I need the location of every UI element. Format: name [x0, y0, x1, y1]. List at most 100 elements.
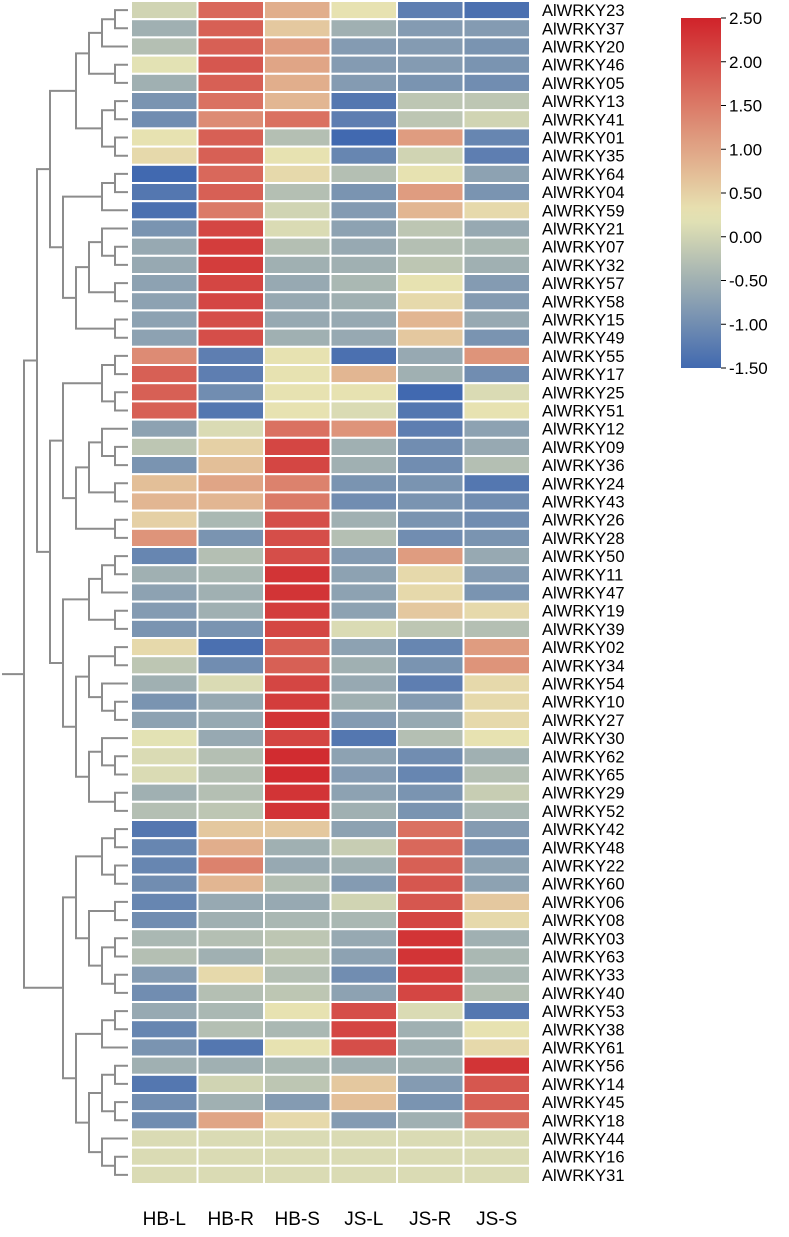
- heatmap-cell: [263, 928, 332, 949]
- heatmap-cell: [396, 1110, 465, 1131]
- heatmap-cell: [329, 1055, 398, 1076]
- heatmap-cell: [196, 200, 265, 221]
- heatmap-cell: [329, 546, 398, 567]
- heatmap-cell: [462, 145, 531, 166]
- heatmap-cell: [130, 782, 199, 803]
- dendrogram-branch: [114, 1064, 128, 1085]
- row-label: AlWRKY02: [542, 639, 625, 657]
- heatmap-cell: [396, 964, 465, 985]
- heatmap-cell: [329, 564, 398, 585]
- row-label: AlWRKY40: [542, 985, 625, 1003]
- heatmap-cell: [263, 800, 332, 821]
- heatmap-cell: [329, 1110, 398, 1131]
- heatmap-cell: [396, 709, 465, 730]
- dendrogram-branch: [114, 354, 128, 376]
- heatmap-cell: [196, 163, 265, 185]
- heatmap-cell: [196, 91, 265, 112]
- heatmap-cell: [196, 382, 265, 403]
- heatmap-cell: [396, 473, 465, 494]
- column-label: JS-R: [409, 1209, 451, 1230]
- row-label: AlWRKY51: [542, 403, 625, 421]
- heatmap-cell: [263, 1092, 332, 1113]
- heatmap-cell: [196, 509, 265, 530]
- heatmap-cell: [329, 400, 398, 421]
- heatmap-cell: [396, 946, 465, 967]
- heatmap-cell: [329, 72, 398, 94]
- heatmap-cell: [196, 855, 265, 876]
- row-labels: AlWRKY23AlWRKY37AlWRKY20AlWRKY46AlWRKY05…: [542, 2, 625, 1185]
- heatmap-cell: [130, 273, 199, 294]
- heatmap-cell: [263, 873, 332, 894]
- heatmap-cell: [396, 18, 465, 39]
- heatmap-cell: [462, 1073, 531, 1095]
- heatmap-cell: [396, 546, 465, 567]
- heatmap-cell: [130, 0, 199, 21]
- heatmap-cell: [130, 964, 199, 985]
- heatmap-cell: [329, 1128, 398, 1149]
- row-label: AlWRKY61: [542, 1040, 625, 1058]
- row-label: AlWRKY54: [542, 676, 625, 694]
- row-label: AlWRKY47: [542, 585, 625, 603]
- heatmap-cell: [130, 1037, 199, 1058]
- row-label: AlWRKY60: [542, 876, 625, 894]
- heatmap-cells: [130, 0, 531, 1186]
- row-label: AlWRKY20: [542, 39, 625, 57]
- heatmap-cell: [263, 455, 332, 476]
- heatmap-cell: [196, 455, 265, 476]
- heatmap-cell: [462, 345, 531, 366]
- colorbar-tick-label: 0.00: [729, 228, 762, 247]
- heatmap-cell: [263, 91, 332, 112]
- heatmap-cell: [462, 982, 531, 1003]
- heatmap-cell: [263, 600, 332, 621]
- colorbar-tick-label: 1.00: [729, 140, 762, 159]
- heatmap-cell: [462, 618, 531, 639]
- heatmap-cell: [263, 54, 332, 75]
- heatmap-cell: [329, 964, 398, 985]
- row-label: AlWRKY18: [542, 1112, 625, 1130]
- heatmap-cell: [329, 709, 398, 730]
- heatmap-cell: [263, 764, 332, 785]
- heatmap-cell: [396, 691, 465, 712]
- heatmap-cell: [462, 382, 531, 403]
- heatmap-cell: [329, 691, 398, 712]
- heatmap-cell: [130, 309, 199, 330]
- column-label: JS-S: [476, 1209, 517, 1230]
- heatmap-cell: [196, 1073, 265, 1095]
- heatmap-cell: [196, 928, 265, 949]
- heatmap-cell: [263, 982, 332, 1003]
- heatmap-cell: [396, 564, 465, 585]
- heatmap-cell: [462, 72, 531, 94]
- heatmap-cell: [329, 946, 398, 967]
- heatmap-cell: [396, 618, 465, 639]
- dendrogram-branch: [114, 1155, 128, 1176]
- heatmap-cell: [329, 163, 398, 185]
- heatmap-cell: [462, 327, 531, 348]
- heatmap-cell: [462, 855, 531, 876]
- heatmap-cell: [396, 400, 465, 421]
- heatmap-cell: [329, 145, 398, 166]
- heatmap-cell: [396, 91, 465, 112]
- row-label: AlWRKY03: [542, 930, 625, 948]
- heatmap-cell: [462, 491, 531, 512]
- row-label: AlWRKY17: [542, 366, 625, 384]
- heatmap-cell: [396, 1037, 465, 1058]
- heatmap-cell: [130, 254, 199, 276]
- dendrogram-branch: [75, 675, 89, 778]
- heatmap-cell: [329, 36, 398, 57]
- heatmap-cell: [196, 491, 265, 512]
- row-label: AlWRKY43: [542, 494, 625, 512]
- heatmap-cell: [462, 400, 531, 421]
- heatmap-cell: [462, 18, 531, 39]
- row-label: AlWRKY13: [542, 93, 625, 111]
- colorbar-tick-label: 1.50: [729, 97, 762, 116]
- heatmap-cell: [196, 837, 265, 858]
- heatmap-cell: [329, 655, 398, 676]
- heatmap-cell: [263, 218, 332, 239]
- row-label: AlWRKY63: [542, 949, 625, 967]
- dendrogram-branch: [101, 364, 115, 403]
- heatmap-cell: [196, 673, 265, 694]
- heatmap-cell: [462, 819, 531, 840]
- heatmap-cell: [263, 127, 332, 148]
- heatmap-cell: [462, 1055, 531, 1076]
- row-label: AlWRKY27: [542, 712, 625, 730]
